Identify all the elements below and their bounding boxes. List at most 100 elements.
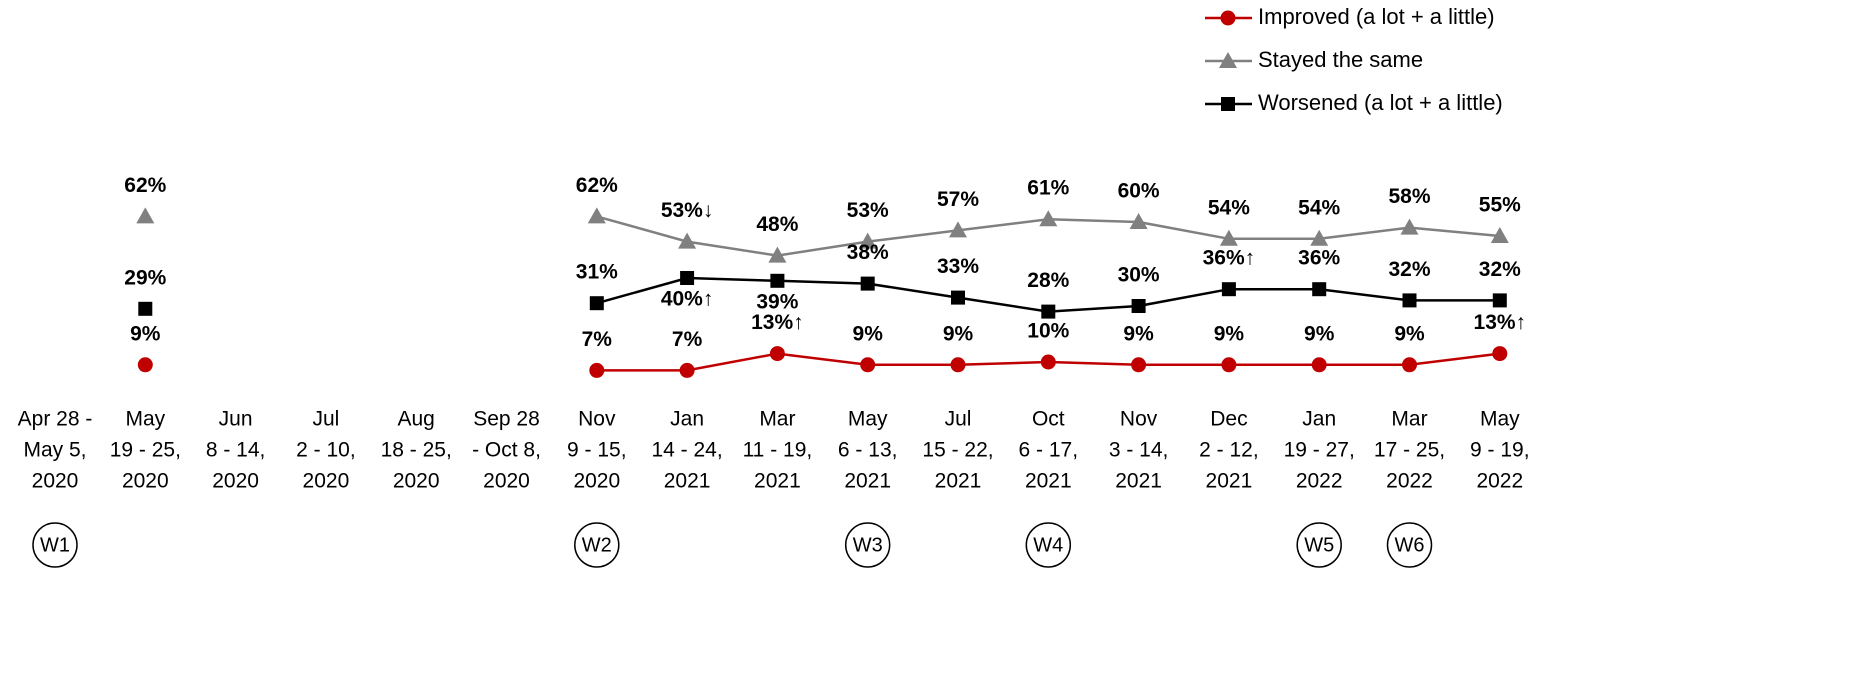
wave-circle xyxy=(844,522,891,568)
data-point xyxy=(1040,354,1056,370)
x-tick-label: 2021 xyxy=(935,470,982,493)
wave-label: W1 xyxy=(40,534,70,556)
data-point xyxy=(678,232,697,249)
x-tick-label: 2021 xyxy=(1206,470,1253,493)
wave-label: W4 xyxy=(1033,534,1063,556)
data-label: 61% xyxy=(1027,177,1069,200)
x-tick-label: - Oct 8, xyxy=(472,439,541,462)
wave-label: W6 xyxy=(1395,534,1425,556)
legend-label: Improved (a lot + a little) xyxy=(1258,4,1495,29)
legend-label: Worsened (a lot + a little) xyxy=(1258,90,1503,115)
data-point xyxy=(770,273,785,288)
data-label: 62% xyxy=(576,174,618,197)
data-label: 33% xyxy=(937,255,979,278)
data-point xyxy=(1492,293,1507,308)
data-point xyxy=(858,232,877,249)
data-point xyxy=(1039,210,1058,227)
x-tick-label: Jan xyxy=(670,408,704,431)
wave-circle xyxy=(1386,522,1433,568)
data-label: 7% xyxy=(582,328,613,351)
data-label: 9% xyxy=(1394,322,1425,345)
data-point xyxy=(1041,304,1056,319)
data-label: 58% xyxy=(1388,185,1430,208)
data-point xyxy=(1131,299,1146,313)
x-tick-label: 2022 xyxy=(1386,470,1433,493)
x-tick-label: Dec xyxy=(1210,408,1247,431)
data-point xyxy=(1131,357,1147,373)
data-label: 9% xyxy=(130,322,161,345)
data-label: 9% xyxy=(1123,322,1154,345)
x-tick-label: Jun xyxy=(219,408,253,431)
x-tick-label: 2020 xyxy=(303,470,350,493)
x-tick-label: 2 - 12, xyxy=(1199,439,1259,462)
data-point xyxy=(589,362,605,378)
x-tick-label: Oct xyxy=(1032,408,1065,431)
x-tick-label: 15 - 22, xyxy=(922,439,993,462)
x-tick-label: 2020 xyxy=(483,470,530,493)
data-point xyxy=(1310,229,1329,246)
data-point xyxy=(589,296,604,311)
data-label: 32% xyxy=(1479,258,1521,281)
data-label: 53%↓ xyxy=(661,199,714,222)
data-point xyxy=(679,362,695,378)
data-label: 38% xyxy=(847,241,889,264)
data-label: 55% xyxy=(1479,194,1521,217)
data-point xyxy=(949,221,967,238)
x-tick-label: Jul xyxy=(945,408,972,431)
data-label: 28% xyxy=(1027,269,1069,292)
x-tick-label: 8 - 14, xyxy=(206,439,266,462)
data-point xyxy=(1219,229,1238,246)
data-point xyxy=(860,276,875,291)
data-label: 57% xyxy=(937,188,979,211)
x-tick-label: May xyxy=(125,408,165,431)
legend-marker xyxy=(1219,52,1237,68)
x-tick-label: 2022 xyxy=(1476,470,1523,493)
data-label: 29% xyxy=(124,266,166,289)
data-point xyxy=(769,346,785,362)
x-tick-label: Jul xyxy=(312,408,339,431)
data-label: 9% xyxy=(1214,322,1245,345)
data-point xyxy=(1490,227,1509,243)
data-point xyxy=(1402,293,1417,308)
x-tick-label: Apr 28 - xyxy=(18,408,93,431)
x-tick-label: 2021 xyxy=(664,470,711,493)
data-label: 31% xyxy=(576,261,618,284)
x-tick-label: 2020 xyxy=(212,470,259,493)
data-label: 13%↑ xyxy=(1474,311,1527,334)
data-label: 9% xyxy=(853,322,884,345)
data-label: 54% xyxy=(1208,196,1250,219)
data-label: 60% xyxy=(1118,180,1160,203)
data-point xyxy=(1221,282,1236,297)
x-tick-label: 6 - 13, xyxy=(838,439,898,462)
x-tick-label: 2021 xyxy=(844,470,891,493)
x-tick-label: 18 - 25, xyxy=(381,439,452,462)
x-tick-label: 2 - 10, xyxy=(296,439,356,462)
data-label: 7% xyxy=(672,328,703,351)
x-tick-label: May 5, xyxy=(23,439,86,462)
x-tick-label: May xyxy=(1480,408,1520,431)
data-label: 36% xyxy=(1298,247,1340,270)
x-tick-label: 19 - 27, xyxy=(1284,439,1355,462)
data-point xyxy=(1312,282,1327,297)
wave-circle xyxy=(574,522,620,568)
x-tick-label: 17 - 25, xyxy=(1374,439,1445,462)
x-tick-label: Sep 28 xyxy=(473,408,540,431)
x-tick-label: 14 - 24, xyxy=(651,439,722,462)
data-point xyxy=(950,357,966,373)
x-tick-label: Nov xyxy=(578,408,616,431)
data-point xyxy=(951,290,965,305)
data-point xyxy=(860,357,876,373)
wave-circle xyxy=(1025,522,1072,568)
wave-circle xyxy=(32,522,78,568)
wave-label: W3 xyxy=(853,534,883,556)
data-point xyxy=(1129,213,1148,229)
data-label: 30% xyxy=(1118,264,1160,287)
x-tick-label: 2020 xyxy=(393,470,440,493)
legend-marker xyxy=(1221,97,1235,111)
x-tick-label: 2022 xyxy=(1296,470,1343,493)
x-tick-label: 2020 xyxy=(573,470,620,493)
data-label: 54% xyxy=(1298,196,1340,219)
data-label: 53% xyxy=(847,199,889,222)
wave-label: W5 xyxy=(1304,534,1334,556)
data-label: 36%↑ xyxy=(1203,247,1256,270)
